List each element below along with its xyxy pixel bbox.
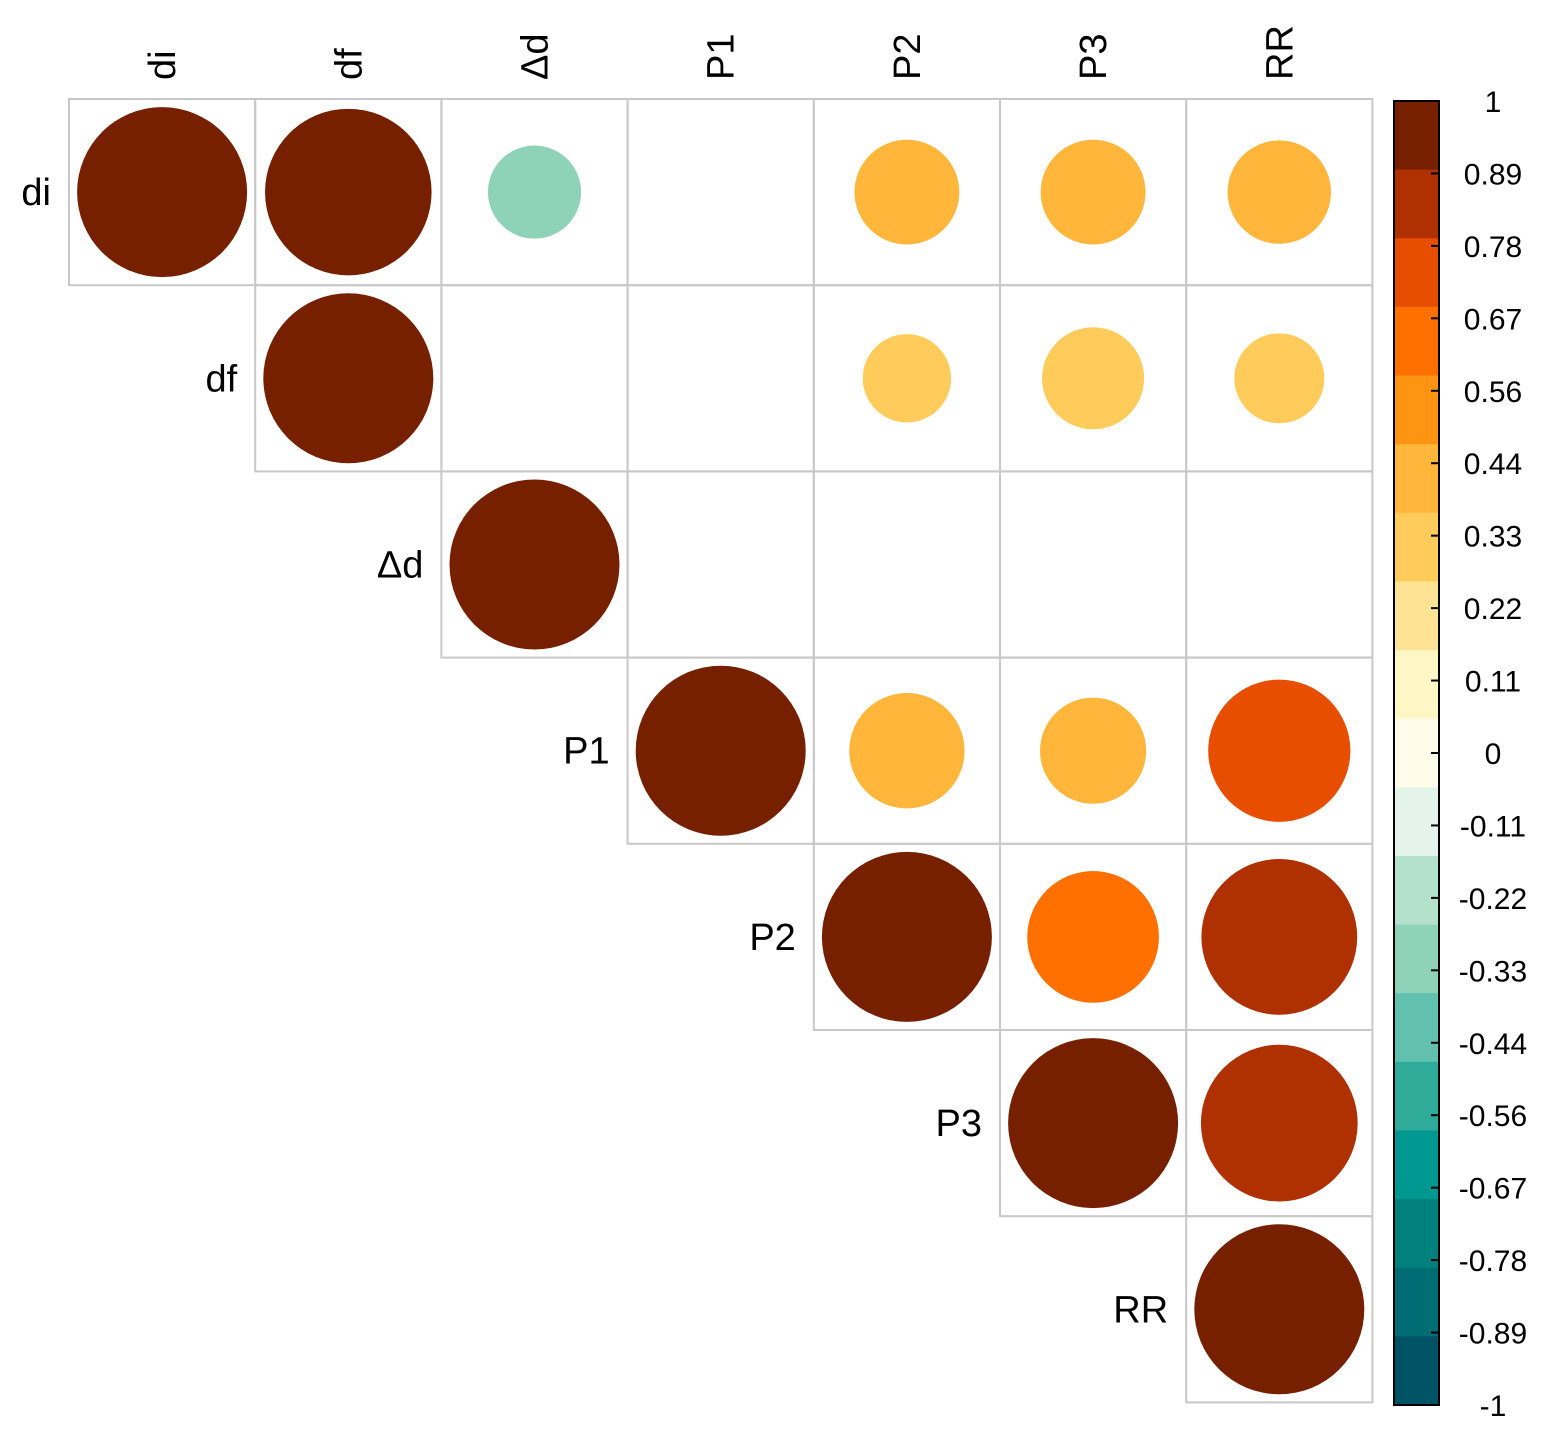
colorbar-bin	[1394, 101, 1439, 171]
colorbar-bin	[1394, 512, 1439, 583]
corr-circle-df-p2	[862, 334, 952, 423]
corr-circle-di-delta-d	[487, 145, 582, 239]
corr-circle-di-rr	[1227, 140, 1332, 244]
colorbar-tick-label: -0.33	[1459, 955, 1527, 988]
colorbar-tick-label: 0.78	[1464, 231, 1522, 264]
corr-circle-di-df	[265, 108, 432, 276]
colorbar-tick-label: 0.44	[1464, 448, 1522, 481]
corr-circle-p2-p2	[821, 851, 992, 1022]
colorbar-bin	[1394, 1199, 1439, 1269]
colorbar-tick-label: -0.22	[1459, 883, 1527, 916]
colorbar-bin	[1394, 169, 1439, 239]
grid-cell-delta-d-p1	[626, 470, 815, 659]
row-label-p2: P2	[749, 917, 795, 959]
colorbar-bin	[1394, 1336, 1439, 1406]
colorbar-tick-label: -0.89	[1459, 1318, 1527, 1351]
corr-circle-p1-rr	[1208, 679, 1351, 822]
grid-cell-di-p1	[626, 98, 815, 287]
colorbar-tick-label: 0	[1485, 738, 1502, 771]
colorbar-bin	[1394, 1061, 1439, 1132]
colorbar-bin	[1394, 375, 1439, 445]
corr-circle-p1-p3	[1040, 697, 1147, 804]
colorbar-bin	[1394, 238, 1439, 308]
corr-circle-di-p3	[1040, 139, 1146, 245]
colorbar-bin	[1394, 444, 1439, 514]
corr-circle-di-di	[77, 107, 248, 278]
colorbar-bin	[1394, 1130, 1439, 1200]
corr-circle-df-p3	[1042, 327, 1145, 430]
corr-circle-p3-p3	[1008, 1038, 1179, 1209]
colorbar-tick-label: 0.67	[1464, 303, 1522, 336]
corr-circle-df-df	[263, 293, 434, 464]
row-label-delta-d: Δd	[377, 545, 424, 587]
row-label-p1: P1	[563, 731, 609, 773]
row-label-p3: P3	[936, 1103, 982, 1145]
colorbar-tick-label: -1	[1480, 1390, 1507, 1423]
colorbar-bin	[1394, 855, 1439, 926]
colorbar: 1 0.89 0.78 0.67 0.56 0.44 0.33 0.22 0.11 0 -0.11 -…	[1393, 86, 1527, 1423]
column-label-p3: P3	[1073, 34, 1115, 80]
grid-cell-delta-d-rr	[1185, 470, 1374, 659]
grid-cell-df-delta-d	[440, 284, 629, 473]
column-label-p1: P1	[701, 34, 743, 80]
corr-circle-p3-rr	[1200, 1044, 1358, 1202]
column-label-df: df	[328, 48, 370, 80]
corr-circle-p1-p1	[635, 665, 806, 836]
colorbar-tick-label: -0.67	[1459, 1173, 1527, 1206]
corr-circle-rr-rr	[1194, 1224, 1365, 1395]
corr-circle-p2-p3	[1027, 871, 1159, 1003]
colorbar-tick-label: 0.89	[1464, 158, 1522, 191]
corr-circle-p1-p2	[849, 693, 965, 809]
grid-cell-delta-d-p3	[999, 470, 1188, 659]
colorbar-bin	[1394, 787, 1439, 857]
row-label-rr: RR	[1113, 1289, 1168, 1331]
colorbar-tick-label: -0.78	[1459, 1245, 1527, 1278]
grid-cell-delta-d-p2	[812, 470, 1001, 659]
column-label-p2: P2	[887, 34, 929, 80]
label-layer: di df Δd P1 P2 P3 RR di df Δd P1 P2 P3 RR	[21, 25, 1301, 1331]
colorbar-tick-label: -0.11	[1460, 810, 1526, 843]
corr-circle-df-rr	[1234, 333, 1325, 424]
colorbar-tick-label: 0.22	[1464, 593, 1522, 626]
column-label-delta-d: Δd	[515, 33, 557, 80]
row-label-di: di	[21, 172, 51, 214]
grid-cell-df-p1	[626, 284, 815, 473]
colorbar-tick-label: -0.44	[1459, 1028, 1527, 1061]
corr-circle-delta-d-delta-d	[449, 479, 620, 650]
column-label-rr: RR	[1259, 25, 1301, 80]
colorbar-tick-label: 0.33	[1464, 521, 1522, 554]
colorbar-bin	[1394, 581, 1439, 651]
circle-layer	[77, 107, 1365, 1395]
colorbar-bin	[1394, 1267, 1439, 1337]
colorbar-bin	[1394, 306, 1439, 377]
colorbar-tick-label: 0.11	[1465, 666, 1521, 699]
colorbar-tick-label: -0.56	[1459, 1100, 1527, 1133]
colorbar-bin	[1394, 993, 1439, 1063]
colorbar-bin	[1394, 924, 1439, 994]
corr-circle-di-p2	[854, 139, 960, 245]
colorbar-tick-label: 0.56	[1464, 376, 1522, 409]
grid-layer	[68, 98, 1374, 1404]
row-label-df: df	[205, 358, 237, 400]
grid-cell-rr-rr	[1185, 1215, 1374, 1404]
colorbar-tick-label: 1	[1485, 86, 1502, 119]
corr-circle-p2-rr	[1201, 858, 1358, 1015]
column-label-di: di	[142, 50, 184, 80]
colorbar-bin	[1394, 650, 1439, 720]
